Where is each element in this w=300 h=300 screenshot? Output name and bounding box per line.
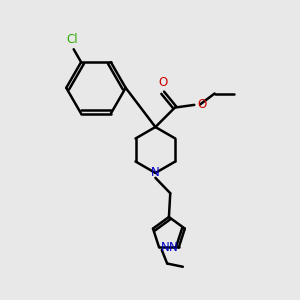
Text: Cl: Cl — [67, 33, 78, 46]
Text: O: O — [198, 98, 207, 111]
Text: N: N — [160, 241, 169, 254]
Text: N: N — [169, 241, 177, 254]
Text: O: O — [158, 76, 167, 89]
Text: N: N — [151, 167, 160, 179]
